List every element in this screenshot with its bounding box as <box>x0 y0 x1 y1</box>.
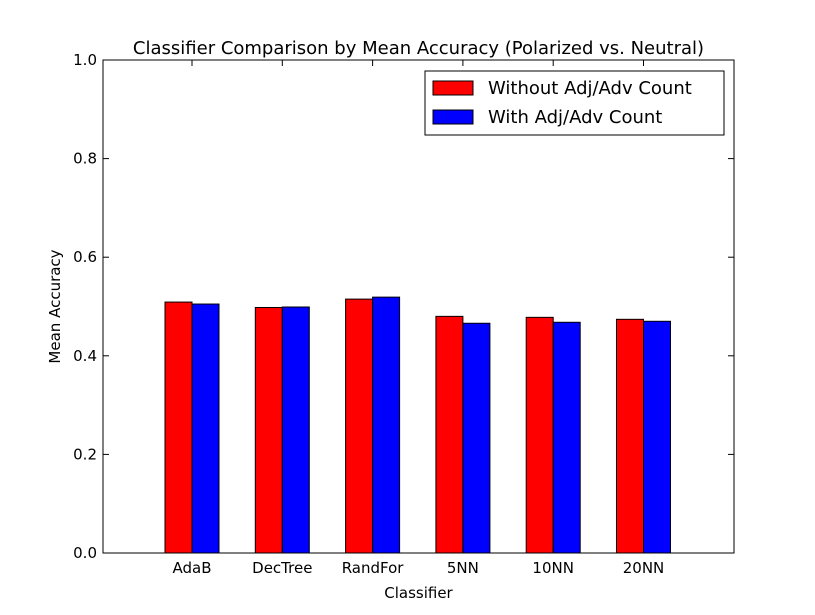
x-tick-label: 10NN <box>532 559 574 577</box>
bar-with-10nn <box>552 321 581 554</box>
bar-with-dectree <box>281 306 310 554</box>
bar-with-adab <box>191 303 220 554</box>
x-tick-label: AdaB <box>172 559 211 577</box>
x-tick-label: 20NN <box>623 559 665 577</box>
bar-with-randfor <box>372 296 401 554</box>
x-tick-label: 5NN <box>447 559 479 577</box>
bars-group <box>164 296 671 554</box>
y-axis-label: Mean Accuracy <box>46 249 64 363</box>
bar-with-20nn <box>643 320 671 554</box>
legend-label-without: Without Adj/Adv Count <box>488 78 692 99</box>
legend-frame <box>424 70 725 136</box>
y-tick-label: 0.0 <box>73 544 97 562</box>
y-tick-label: 1.0 <box>73 51 97 69</box>
bar-without-dectree <box>254 306 283 554</box>
plot-frame <box>102 59 735 554</box>
bar-without-10nn <box>525 316 554 554</box>
y-tick-label: 0.8 <box>73 150 97 168</box>
bar-without-adab <box>164 301 193 554</box>
bar-without-randfor <box>345 298 374 554</box>
bar-with-5nn <box>462 322 491 554</box>
ticks-group: 0.0 0.2 0.4 0.6 0.8 1.0 AdaB DecTree RandFor 5NN 1… <box>73 51 734 577</box>
y-tick-label: 0.6 <box>73 248 97 266</box>
legend-swatch-without <box>432 80 474 96</box>
x-tick-label: DecTree <box>252 559 312 577</box>
legend-label-with: With Adj/Adv Count <box>488 107 662 128</box>
bar-without-20nn <box>616 318 644 554</box>
y-tick-label: 0.2 <box>73 445 97 463</box>
legend-swatch-with <box>432 109 474 125</box>
x-axis-label: Classifier <box>384 584 453 602</box>
y-tick-label: 0.4 <box>73 347 97 365</box>
legend: Without Adj/Adv Count With Adj/Adv Count <box>424 70 725 136</box>
x-tick-label: RandFor <box>342 559 405 577</box>
bar-without-5nn <box>435 315 464 554</box>
chart-title: Classifier Comparison by Mean Accuracy (… <box>133 38 704 59</box>
